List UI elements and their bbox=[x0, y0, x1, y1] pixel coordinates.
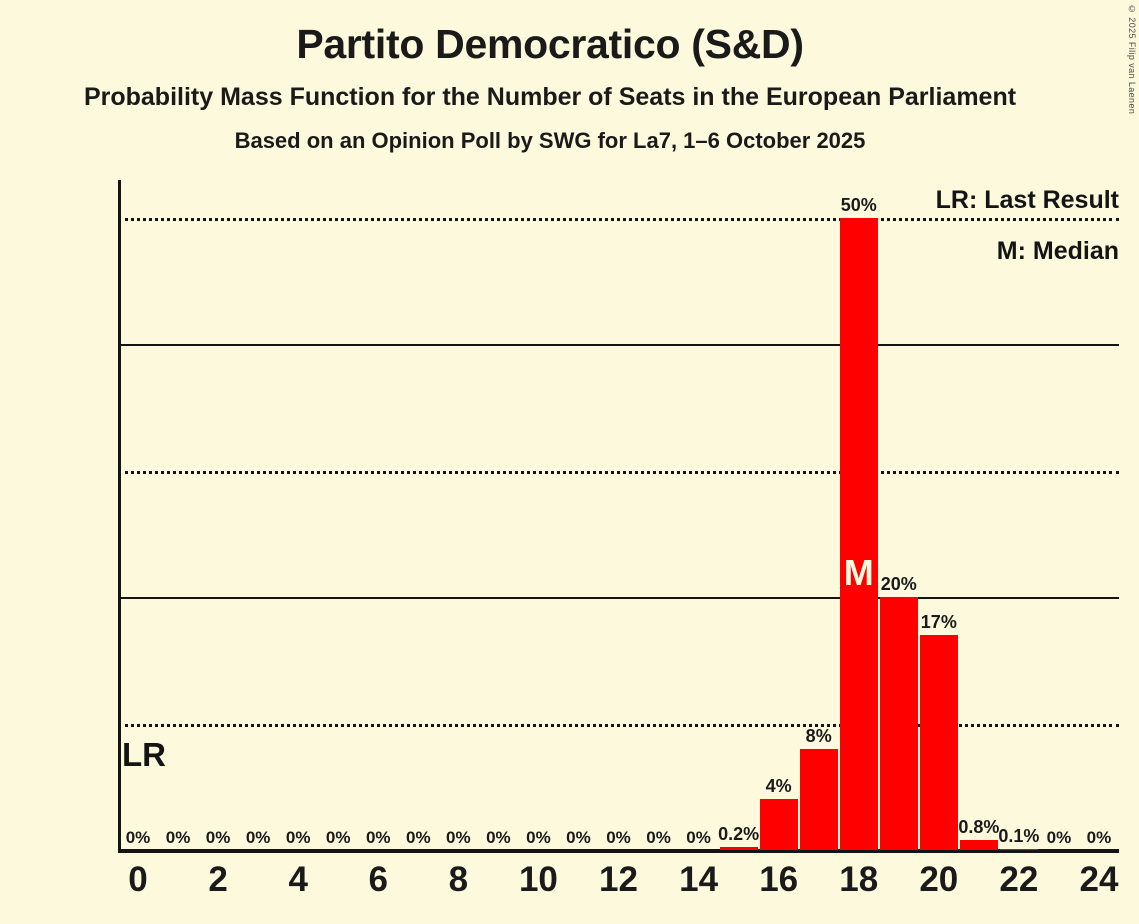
x-tick-label-16: 16 bbox=[759, 860, 799, 899]
bar-value-label: 0% bbox=[245, 828, 271, 847]
bar-slot: 0% bbox=[478, 180, 518, 850]
gridline-30pct bbox=[118, 470, 1119, 474]
last-result-marker: LR bbox=[122, 735, 166, 773]
legend-median: M: Median bbox=[996, 237, 1119, 265]
bar-slot: 0.1% bbox=[998, 180, 1040, 850]
gridline-50pct bbox=[118, 217, 1119, 221]
chart-subtitle: Probability Mass Function for the Number… bbox=[83, 83, 1017, 111]
bar-value-label: 0% bbox=[365, 828, 391, 847]
x-tick-label-24: 24 bbox=[1079, 860, 1119, 899]
x-tick-label-20: 20 bbox=[919, 860, 959, 899]
bar-value-label: 8% bbox=[805, 725, 832, 746]
bar-slot: 0% bbox=[158, 180, 198, 850]
bar-slot: 0% bbox=[518, 180, 558, 850]
x-tick-label-2: 2 bbox=[208, 860, 228, 899]
bar-value-label: 50% bbox=[840, 194, 877, 215]
x-tick-labels-group: 0 2 4 6 8 10 12 14 16 18 20 22 24 bbox=[118, 862, 1119, 922]
x-tick-label-8: 8 bbox=[448, 860, 469, 899]
bar[interactable] bbox=[759, 799, 798, 850]
title-block: Partito Democratico (S&D) Probability Ma… bbox=[0, 0, 1100, 152]
bar-value-label: 0% bbox=[646, 828, 671, 847]
bar-value-label: 0% bbox=[1086, 828, 1112, 847]
x-tick-label-0: 0 bbox=[128, 860, 148, 899]
bar-slot: 0% bbox=[1039, 180, 1079, 850]
bar-value-label: 0% bbox=[405, 828, 431, 847]
bar-slot: 0% bbox=[558, 180, 598, 850]
bar[interactable] bbox=[999, 848, 1038, 850]
gridline-40pct bbox=[118, 344, 1119, 347]
median-marker: M bbox=[843, 551, 874, 593]
plot-area: 40%20% 0%0%0%0%0%0%0%0%0%0%0%0%0%0%0%0.2… bbox=[118, 180, 1119, 853]
bar[interactable] bbox=[719, 847, 758, 850]
bar-slot: 0.2% bbox=[718, 180, 760, 850]
chart-source-line: Based on an Opinion Poll by SWG for La7,… bbox=[234, 128, 866, 153]
bar-value-label: 0% bbox=[1046, 828, 1072, 847]
bar-value-label: 0% bbox=[205, 828, 231, 847]
bar-value-label: 0% bbox=[285, 828, 311, 847]
bar-value-label: 0.2% bbox=[718, 824, 760, 845]
bar-value-label: 0.8% bbox=[958, 816, 1000, 837]
bar-slot: 0% bbox=[198, 180, 238, 850]
bar-value-label: 0% bbox=[566, 828, 591, 847]
bars-group: 0% 0% 0% 0% 0% 0% 0% 0% 0% 0% 0% 0% 0% 0% 0% 0.2% 4% 8% M 5… bbox=[118, 180, 1119, 850]
bar-value-label: 20% bbox=[880, 574, 917, 595]
bar-slot: 0% bbox=[398, 180, 438, 850]
bar-slot: 0% bbox=[438, 180, 478, 850]
bar-slot: M 50% bbox=[839, 180, 879, 850]
bar-value-label: 4% bbox=[765, 776, 792, 797]
bar-slot: 0% bbox=[318, 180, 358, 850]
bar-slot: 8% bbox=[799, 180, 839, 850]
bar[interactable] bbox=[879, 597, 918, 850]
bar-value-label: 17% bbox=[920, 612, 957, 633]
bar-value-label: 0% bbox=[686, 828, 711, 847]
bar-slot: 0% bbox=[278, 180, 318, 850]
x-tick-label-6: 6 bbox=[368, 860, 388, 899]
bar-value-label: 0% bbox=[486, 828, 511, 847]
bar-value-label: 0% bbox=[446, 828, 471, 847]
bar-slot: 0% bbox=[1079, 180, 1119, 850]
bar-slot: 0% bbox=[238, 180, 278, 850]
bar-value-label: 0% bbox=[606, 828, 631, 847]
bar-value-label: 0.1% bbox=[998, 825, 1040, 846]
gridline-10pct bbox=[118, 723, 1119, 727]
bar[interactable] bbox=[919, 635, 958, 850]
gridline-20pct bbox=[118, 597, 1119, 600]
bar-slot: 0% bbox=[639, 180, 679, 850]
copyright-notice: © 2025 Filip van Laenen bbox=[1127, 4, 1137, 115]
legend-last-result: LR: Last Result bbox=[935, 186, 1119, 214]
bar-slot: 0% bbox=[679, 180, 719, 850]
bar[interactable] bbox=[799, 748, 838, 850]
bar-slot: 0% bbox=[118, 180, 158, 850]
bar-value-label: 0% bbox=[526, 828, 551, 847]
bar-slot: 0% bbox=[358, 180, 398, 850]
bar-slot: 0.8% bbox=[958, 180, 1000, 850]
bar[interactable] bbox=[839, 217, 878, 850]
bar-value-label: 0% bbox=[325, 828, 351, 847]
y-axis-line bbox=[118, 180, 121, 850]
x-tick-label-18: 18 bbox=[839, 860, 879, 899]
page-title: Partito Democratico (S&D) bbox=[296, 21, 804, 67]
bar-value-label: 0% bbox=[165, 828, 191, 847]
bar-slot: 17% bbox=[919, 180, 959, 850]
x-tick-label-22: 22 bbox=[999, 860, 1039, 899]
bar-slot: 4% bbox=[759, 180, 799, 850]
x-tick-label-12: 12 bbox=[599, 860, 638, 899]
bar[interactable] bbox=[959, 839, 998, 850]
x-tick-label-10: 10 bbox=[518, 860, 558, 899]
x-tick-label-14: 14 bbox=[679, 860, 719, 899]
x-tick-label-4: 4 bbox=[288, 860, 308, 899]
bar-slot: 0% bbox=[598, 180, 638, 850]
bar-slot: 20% bbox=[879, 180, 919, 850]
x-axis-line bbox=[118, 849, 1119, 853]
bar-value-label: 0% bbox=[125, 828, 151, 847]
